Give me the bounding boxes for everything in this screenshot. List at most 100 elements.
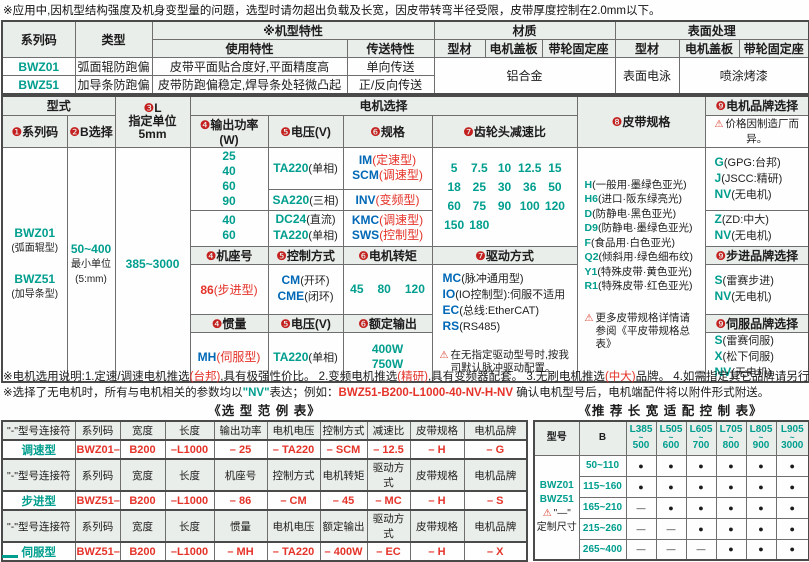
availability-mark: — bbox=[685, 538, 717, 561]
example-header: 驱动方式 bbox=[366, 509, 411, 543]
voltage-ta220: TA220(单相) bbox=[267, 146, 344, 190]
example-header: 宽度 bbox=[119, 458, 166, 492]
circle-5-icon: ❺ bbox=[280, 124, 291, 139]
surface-profile-header: 型材 bbox=[614, 39, 680, 58]
cutoff-text-fragment bbox=[2, 555, 18, 558]
example-header: 电机品牌 bbox=[463, 420, 528, 441]
b-range: 215~260 bbox=[578, 517, 627, 540]
example-header: 惯量 bbox=[213, 509, 268, 543]
availability-mark: ● bbox=[775, 454, 809, 477]
drive-note: ⚠ 在无指定驱动型号时,按我司默认脉冲驱动配置。 bbox=[439, 348, 569, 374]
material-group-header: 材质 bbox=[433, 20, 616, 40]
feature-group-header: ※机型特性 bbox=[151, 20, 435, 40]
table-row: BWZ51 加导条防跑偏 皮带防跑偏稳定,焊导条处轻微凸起 正/反向传送 bbox=[1, 75, 809, 95]
circle-9-icon: ❾ bbox=[715, 99, 727, 114]
availability-mark: ● bbox=[685, 517, 717, 540]
servo-brand-header: ❾伺服品牌选择 bbox=[704, 313, 809, 333]
l-col-header: L705 ~800 bbox=[715, 420, 747, 456]
warning-icon: ⚠ bbox=[439, 349, 449, 361]
ratio-header: ❼齿轮头减速比 bbox=[431, 114, 578, 148]
availability-mark: ● bbox=[775, 475, 809, 498]
brand-price-note: ⚠ 价格因制造厂而异。 bbox=[704, 114, 809, 148]
example-row-stepper: 步进型 BWZ51– B200 –L1000 – 86 – CM – 45 – … bbox=[1, 490, 528, 511]
brand-brushless-cell: Z(ZD:中大) NV(无电机) bbox=[704, 209, 809, 247]
example-header: 宽度 bbox=[119, 420, 166, 441]
series-header: ❶系列码 bbox=[1, 114, 68, 148]
material-profile-header: 型材 bbox=[433, 39, 486, 58]
voltage-sa220: SA220(三相) bbox=[267, 188, 344, 211]
stepper-brand-header: ❾步进品牌选择 bbox=[704, 245, 809, 265]
availability-mark: ● bbox=[685, 475, 717, 498]
availability-mark: ● bbox=[655, 496, 687, 519]
rated-output-header: ❻额定输出 bbox=[342, 313, 433, 333]
b-range: 165~210 bbox=[578, 496, 627, 519]
example-header: 控制方式 bbox=[266, 458, 321, 492]
surface-cover-header: 电机盖板 bbox=[678, 39, 740, 58]
availability-mark: — bbox=[625, 538, 657, 561]
belt-spec-header: ❽皮带规格 bbox=[576, 95, 706, 148]
no-motor-note: ※选择了无电机时，所有与电机相关的参数均以"NV"表达；例如：BWZ51-B20… bbox=[3, 387, 770, 399]
circle-8-icon: ❽ bbox=[611, 115, 623, 130]
circle-9-icon: ❾ bbox=[715, 316, 727, 331]
frame-size-header: ❹机座号 bbox=[189, 245, 269, 265]
surface-pulley-header: 带轮固定座 bbox=[738, 39, 809, 58]
connector-header: "-"型号连接符 bbox=[1, 458, 76, 492]
selection-table: 型式 ❸L 指定单位5mm 电机选择 ❽皮带规格 ❾电机品牌选择 ❶系列码 ❷B… bbox=[1, 95, 809, 383]
power-cell-ac: 25 40 60 90 bbox=[189, 146, 269, 211]
inertia-cell: MH(伺服型) bbox=[189, 331, 269, 382]
example-header: 减速比 bbox=[366, 420, 411, 441]
example-header: 电机品牌 bbox=[463, 509, 528, 543]
drive-mode-header: ❼驱动方式 bbox=[431, 245, 578, 265]
transfer-feature-header: 传送特性 bbox=[346, 39, 435, 58]
circle-4-icon: ❹ bbox=[211, 316, 223, 331]
spec-inv: INV(变频型) bbox=[342, 188, 433, 211]
brand-header: ❾电机品牌选择 bbox=[704, 95, 809, 116]
example-header: 长度 bbox=[164, 458, 215, 492]
circle-5-icon: ❺ bbox=[280, 316, 291, 331]
availability-mark: ● bbox=[775, 538, 809, 561]
example-section: 《选 型 范 例 表》 "-"型号连接符 系列码 宽度 长度 输出功率 电机电压… bbox=[1, 404, 528, 562]
example-row-servo: 伺服型 BWZ51– B200 –L1000 – MH – TA220 – 40… bbox=[1, 541, 528, 562]
col-type-header: 类型 bbox=[74, 20, 153, 58]
circle-6-icon: ❻ bbox=[358, 248, 369, 263]
inertia-header: ❹惯量 bbox=[189, 313, 269, 333]
frame-size-cell: 86(步进型) bbox=[189, 263, 269, 315]
b-range: 265~400 bbox=[578, 538, 627, 561]
warning-icon: ⚠ bbox=[542, 508, 552, 520]
material-cover-header: 电机盖板 bbox=[484, 39, 543, 58]
availability-mark: ● bbox=[715, 475, 747, 498]
application-note: ※应用中,因机型结构强度及机身变型量的问题，选型时请勿超出负载及长宽，因皮带转弯… bbox=[3, 5, 661, 17]
material-pulley-header: 带轮固定座 bbox=[541, 39, 616, 58]
circle-5-icon: ❺ bbox=[276, 248, 287, 263]
power-header: ❹输出功率(W) bbox=[189, 114, 269, 148]
table-row: BWZ01 弧面辊防跑偏 皮带平面贴合度好,平面精度高 单向传送 铝合金 表面电… bbox=[1, 57, 809, 95]
example-header: 电机转矩 bbox=[319, 458, 368, 492]
use-feature-header: 使用特性 bbox=[151, 39, 348, 58]
belt-spec-cell: H(一般用·墨绿色亚光) H6(进口·阪东绿亮光) D(防静电·黑色亚光) D9… bbox=[576, 146, 706, 382]
l-col-header: L905 ~3000 bbox=[775, 420, 809, 456]
example-row-speed: 调速型 BWZ01– B200 –L1000 – 25 – TA220 – SC… bbox=[1, 439, 528, 460]
gear-ratio-cell: 5 7.5 10 12.5 15 18 25 30 36 50 60 75 90 100 120 150… bbox=[431, 146, 578, 247]
l-col-header: L805 ~900 bbox=[745, 420, 777, 456]
circle-7-icon: ❼ bbox=[463, 124, 474, 139]
availability-mark: ● bbox=[745, 475, 777, 498]
connector-header: "-"型号连接符 bbox=[1, 420, 76, 441]
example-header: 电机电压 bbox=[266, 420, 321, 441]
l-col-header: L505 ~600 bbox=[655, 420, 687, 456]
length-header: ❸L 指定单位5mm bbox=[114, 95, 191, 148]
drive-mode-cell: MC(脉冲通用型) IO(IO控制型):伺服不适用 EC(总线:EtherCAT… bbox=[431, 263, 578, 382]
availability-mark: ● bbox=[655, 475, 687, 498]
availability-mark: ● bbox=[715, 517, 747, 540]
circle-9-icon: ❾ bbox=[715, 248, 727, 263]
availability-mark: — bbox=[655, 538, 687, 561]
example-header: 皮带规格 bbox=[409, 458, 465, 492]
control-mode-header: ❺控制方式 bbox=[267, 245, 344, 265]
torque-cell: 45 80 120 bbox=[342, 263, 433, 315]
brand-servo-cell: S(雷赛伺服) X(松下伺服) NV(无电机) bbox=[704, 331, 809, 382]
voltage-dc-cell: DC24(直流) TA220(单相) bbox=[267, 209, 344, 247]
spec-header: ❻规格 bbox=[342, 114, 433, 148]
series-code: BWZ51 bbox=[1, 75, 76, 95]
circle-3-icon: ❸ bbox=[143, 101, 155, 116]
circle-4-icon: ❹ bbox=[205, 248, 217, 263]
warning-icon: ⚠ bbox=[584, 312, 594, 324]
